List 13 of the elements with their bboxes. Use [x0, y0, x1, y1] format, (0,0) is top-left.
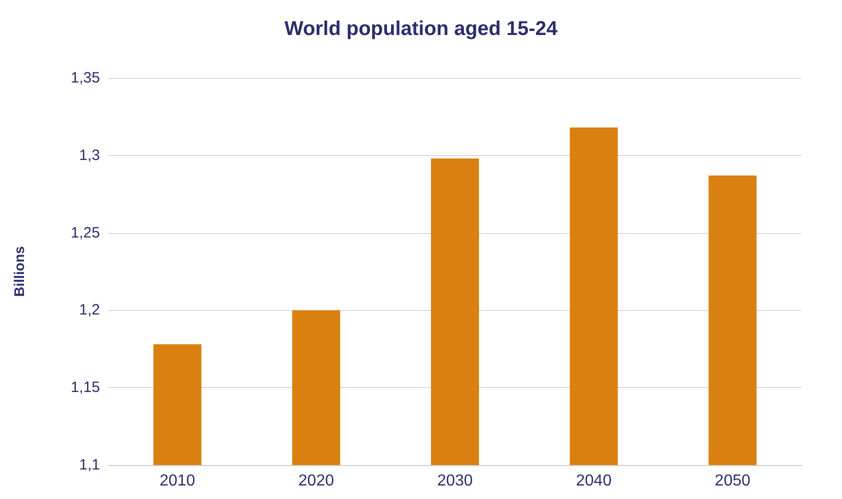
y-axis-title: Billions	[11, 246, 27, 297]
y-tick-label: 1,3	[79, 146, 100, 164]
y-tick-label: 1,25	[70, 224, 100, 242]
chart-title: World population aged 15-24	[284, 18, 558, 40]
y-tick-label: 1,1	[79, 456, 100, 474]
y-tick-label: 1,15	[70, 379, 100, 396]
y-tick-label: 1,2	[79, 302, 100, 319]
x-tick-label: 2010	[160, 472, 196, 490]
x-tick-label: 2030	[437, 472, 473, 490]
x-tick-label: 2050	[714, 472, 750, 490]
x-tick-label: 2020	[298, 472, 334, 490]
y-tick-label: 1,35	[70, 70, 100, 86]
x-tick-label: 2040	[576, 472, 612, 490]
